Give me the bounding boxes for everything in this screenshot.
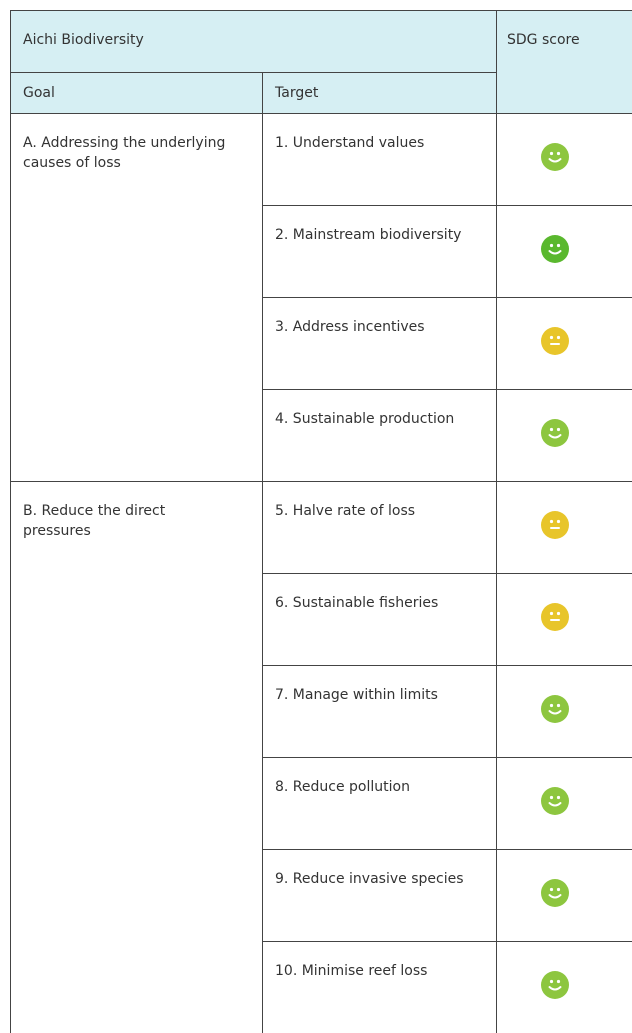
eye: [549, 151, 553, 155]
goal-cell: A. Addressing the underlying causes of l…: [10, 113, 263, 482]
eye: [549, 519, 553, 523]
score-icon: [540, 970, 569, 999]
eye: [556, 611, 560, 615]
face: [540, 510, 569, 539]
score-cell: [496, 849, 632, 942]
target-cell: 6. Sustainable fisheries: [261, 573, 498, 666]
eye: [549, 979, 553, 983]
header-target: Target: [261, 72, 498, 114]
eye: [556, 243, 560, 247]
mouth: [548, 157, 562, 162]
score-icon: [540, 418, 569, 447]
score-icon: [540, 602, 569, 631]
mouth: [548, 893, 562, 898]
table-row: 2. Mainstream biodiversity: [11, 205, 632, 298]
target-cell: 10. Minimise reef loss: [261, 941, 498, 1033]
table-row: A. Addressing the underlying causes of l…: [10, 113, 632, 482]
score-cell: [496, 389, 632, 482]
score-icon: [540, 786, 569, 815]
score-icon: [540, 510, 569, 539]
score-icon: [540, 694, 569, 723]
table-row: 8. Reduce pollution: [11, 757, 632, 850]
table-row: 9. Reduce invasive species: [11, 849, 632, 942]
table-row: B. Reduce the direct pressures 5. Halve r…: [10, 481, 632, 1033]
header-title: Aichi Biodiversity: [9, 10, 498, 73]
face: [540, 142, 569, 171]
eye: [549, 611, 553, 615]
table-body: A. Addressing the underlying causes of l…: [10, 113, 632, 1033]
score-cell: [496, 481, 632, 574]
header-score: SDG score: [496, 10, 632, 114]
mouth: [548, 709, 562, 714]
target-cell: 9. Reduce invasive species: [261, 849, 498, 942]
face: [540, 786, 569, 815]
header-goal: Goal: [10, 72, 263, 114]
eye: [556, 335, 560, 339]
table-row: 3. Address incentives: [11, 297, 632, 390]
table-row: 10. Minimise reef loss: [11, 941, 632, 1033]
target-cell: 8. Reduce pollution: [261, 757, 498, 850]
eye: [549, 335, 553, 339]
table-row: 7. Manage within limits: [11, 665, 632, 758]
eye: [556, 703, 560, 707]
score-cell: [496, 573, 632, 666]
eye: [556, 427, 560, 431]
score-cell: [496, 941, 632, 1033]
eye: [549, 427, 553, 431]
mouth: [548, 249, 562, 254]
target-cell: 1. Understand values: [261, 113, 498, 206]
eye: [549, 887, 553, 891]
face: [540, 878, 569, 907]
score-cell: [496, 205, 632, 298]
target-cell: 7. Manage within limits: [261, 665, 498, 758]
eye: [556, 979, 560, 983]
face: [540, 602, 569, 631]
table-row: 6. Sustainable fisheries: [11, 573, 632, 666]
face: [540, 326, 569, 355]
eye: [556, 795, 560, 799]
target-cell: 3. Address incentives: [261, 297, 498, 390]
table-row: 4. Sustainable production: [11, 389, 632, 482]
eye: [556, 887, 560, 891]
face: [540, 694, 569, 723]
score-icon: [540, 326, 569, 355]
score-table: Aichi Biodiversity SDG score Goal Target…: [9, 10, 632, 1033]
mouth: [548, 801, 562, 806]
mouth: [548, 433, 562, 438]
face: [540, 970, 569, 999]
goal-cell: B. Reduce the direct pressures: [10, 481, 263, 1033]
eye: [556, 519, 560, 523]
score-icon: [540, 878, 569, 907]
mouth: [548, 985, 562, 990]
target-cell: 2. Mainstream biodiversity: [261, 205, 498, 298]
target-cell: 5. Halve rate of loss: [261, 481, 498, 574]
score-icon: [540, 142, 569, 171]
eye: [556, 151, 560, 155]
face: [540, 418, 569, 447]
face: [540, 234, 569, 263]
score-cell: [496, 297, 632, 390]
eye: [549, 795, 553, 799]
eye: [549, 243, 553, 247]
eye: [549, 703, 553, 707]
score-cell: [496, 757, 632, 850]
score-cell: [496, 665, 632, 758]
score-cell: [496, 113, 632, 206]
target-cell: 4. Sustainable production: [261, 389, 498, 482]
score-icon: [540, 234, 569, 263]
